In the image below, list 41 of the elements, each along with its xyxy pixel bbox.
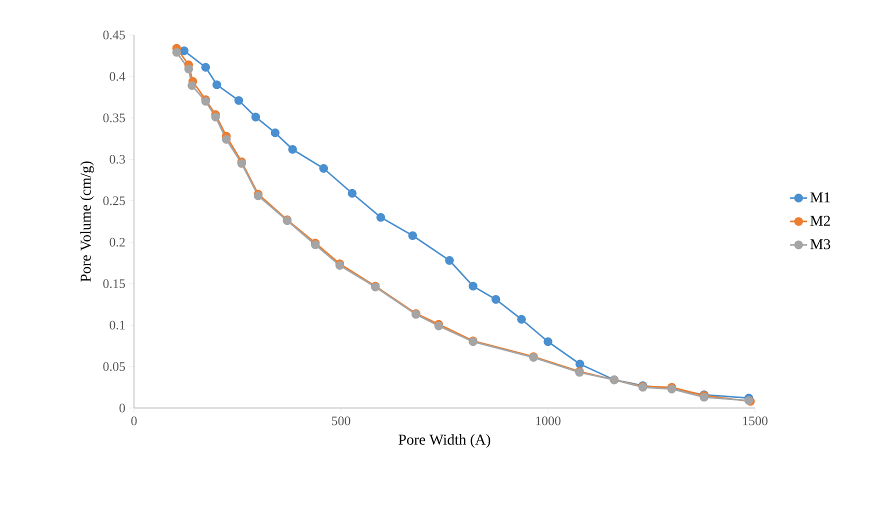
y-tick-label: 0.35 bbox=[103, 113, 125, 122]
point bbox=[222, 135, 231, 144]
point bbox=[270, 128, 280, 138]
y-tick-label: 0.25 bbox=[103, 196, 125, 206]
point bbox=[319, 164, 328, 173]
y-tick-label: 0.2 bbox=[110, 238, 125, 247]
y-tick-label: 0 bbox=[119, 404, 125, 412]
legend-label: M2 bbox=[810, 216, 830, 226]
y-tick-label: 0.15 bbox=[103, 279, 125, 288]
point bbox=[211, 112, 220, 122]
point bbox=[575, 360, 584, 368]
x-tick-label: 1500 bbox=[743, 416, 768, 426]
point bbox=[251, 112, 260, 122]
point bbox=[172, 48, 182, 57]
point bbox=[288, 144, 297, 154]
point bbox=[201, 62, 210, 72]
point bbox=[180, 46, 188, 56]
point bbox=[184, 64, 194, 74]
x-tick-label: 0 bbox=[131, 416, 137, 426]
point bbox=[376, 212, 386, 222]
point bbox=[544, 337, 552, 346]
point bbox=[445, 256, 454, 265]
legend-label: M1 bbox=[810, 192, 830, 202]
point bbox=[212, 80, 222, 90]
y-axis-title: Pore Volume (cm/g) bbox=[80, 161, 94, 282]
point bbox=[408, 231, 418, 240]
y-tick-label: 0.45 bbox=[103, 30, 125, 40]
x-tick-label: 500 bbox=[332, 416, 350, 426]
point bbox=[468, 282, 478, 291]
point bbox=[348, 188, 357, 198]
x-axis-title: Pore Width (A) bbox=[398, 434, 490, 448]
point bbox=[491, 295, 500, 304]
y-tick-label: 0.1 bbox=[110, 320, 125, 330]
x-tick-label: 1000 bbox=[536, 416, 561, 426]
point bbox=[188, 81, 196, 90]
y-tick-label: 0.3 bbox=[110, 154, 125, 164]
point bbox=[234, 96, 244, 105]
y-tick-label: 0.05 bbox=[103, 362, 125, 371]
y-tick-label: 0.4 bbox=[110, 72, 126, 81]
legend-label: M3 bbox=[810, 239, 830, 250]
point bbox=[517, 314, 526, 324]
